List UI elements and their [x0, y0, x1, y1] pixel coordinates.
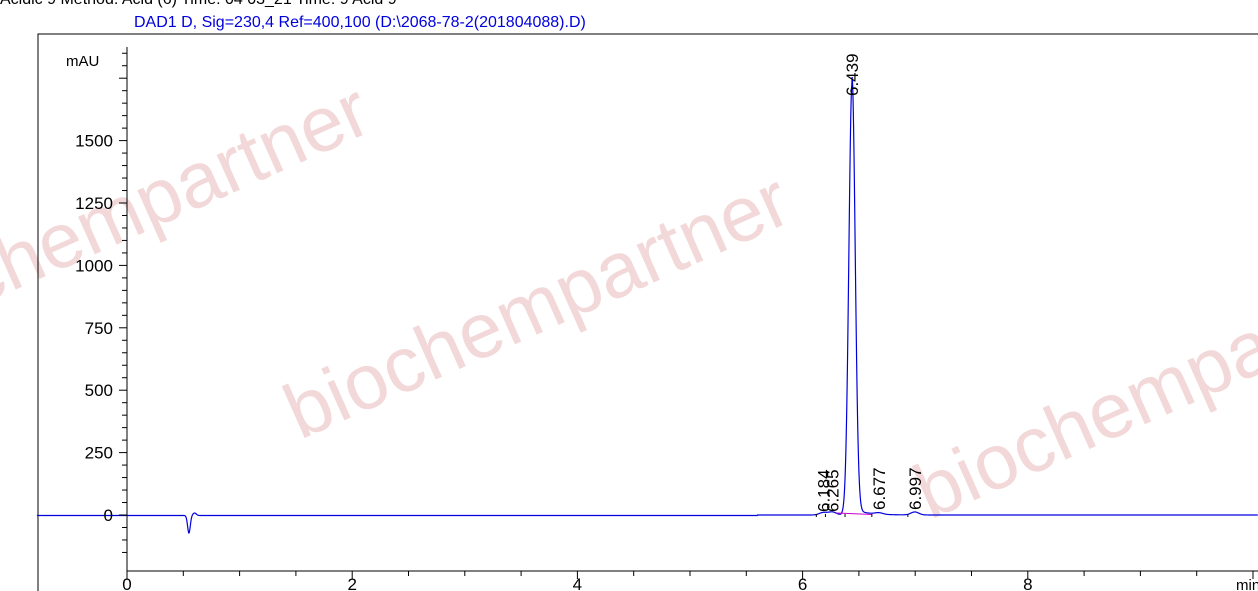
clipped-header-line: Acidic 9 Method: Acid (6) Time: 04 03_21… — [0, 0, 397, 9]
y-tick-label: 1250 — [75, 194, 113, 213]
y-tick-label: 750 — [85, 319, 113, 338]
y-tick-label: 1500 — [75, 132, 113, 151]
peak-label: 6.677 — [870, 467, 889, 510]
peak-label: 6.439 — [843, 53, 862, 96]
x-tick-label: 4 — [573, 575, 582, 591]
x-tick-label: 8 — [1023, 575, 1032, 591]
x-axis-label: min — [1236, 577, 1258, 591]
x-tick-label: 0 — [122, 575, 131, 591]
peak-label: 6.997 — [906, 467, 925, 510]
x-tick-label: 6 — [798, 575, 807, 591]
watermark-1: biochempartner — [271, 155, 802, 456]
y-tick-label: 1000 — [75, 256, 113, 275]
y-tick-label: 0 — [104, 506, 113, 525]
x-tick-label: 2 — [347, 575, 356, 591]
signal-trace — [36, 76, 1258, 534]
y-tick-label: 250 — [85, 444, 113, 463]
watermark-3: biochempartner — [0, 65, 382, 366]
plot-frame — [37, 33, 1258, 591]
watermark-2: biochempartner — [901, 235, 1258, 536]
peak-label: 6.184 — [814, 469, 833, 512]
peak-label: 6.265 — [823, 469, 842, 512]
signal-title: DAD1 D, Sig=230,4 Ref=400,100 (D:\2068-7… — [134, 14, 586, 31]
integration-baseline — [836, 512, 873, 516]
y-tick-label: 500 — [85, 381, 113, 400]
y-axis-label: mAU — [66, 53, 99, 70]
